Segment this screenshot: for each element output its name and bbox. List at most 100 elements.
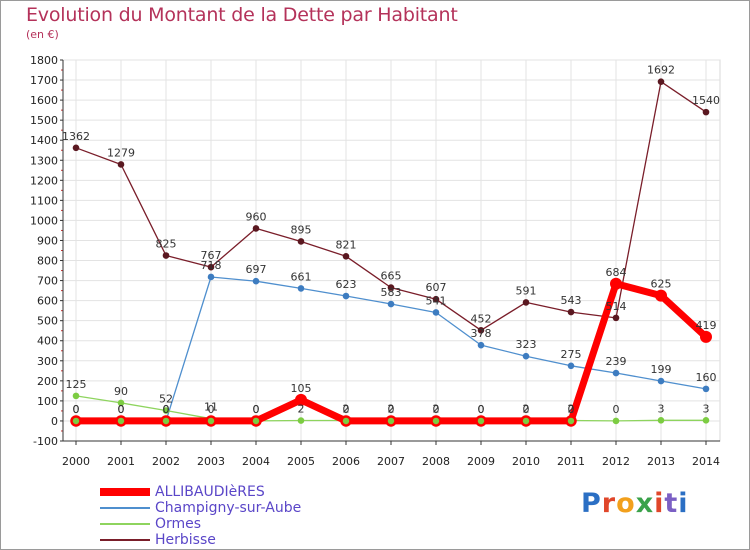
data-point: [70, 415, 82, 427]
data-point: [700, 330, 712, 343]
data-label: 2: [523, 403, 530, 416]
data-point: [297, 238, 305, 245]
data-label: 452: [471, 312, 492, 325]
logo-letter: x: [635, 488, 655, 519]
data-label: 378: [471, 327, 492, 340]
data-label: 2: [343, 403, 350, 416]
x-tick-label: 2008: [422, 455, 450, 468]
data-point: [565, 415, 577, 427]
data-label: 125: [66, 378, 87, 391]
y-tick-label: 1000: [30, 214, 58, 227]
data-label: 0: [163, 403, 170, 416]
y-tick-label: 1500: [30, 114, 58, 127]
data-label: 625: [651, 278, 672, 291]
data-label: 0: [433, 403, 440, 416]
data-point: [115, 415, 127, 427]
data-point: [162, 407, 170, 414]
y-tick-label: 1800: [30, 54, 58, 67]
x-tick-label: 2001: [107, 455, 135, 468]
x-tick-label: 2014: [692, 455, 720, 468]
data-label: 0: [523, 403, 530, 416]
data-label: 3: [658, 402, 665, 415]
data-point: [295, 393, 307, 406]
data-label: 1279: [107, 146, 135, 159]
x-tick-label: 2009: [467, 455, 495, 468]
data-label: 697: [246, 263, 267, 276]
y-tick-label: 900: [37, 234, 58, 247]
data-point: [702, 417, 710, 424]
x-tick-label: 2005: [287, 455, 315, 468]
y-tick-label: 200: [37, 375, 58, 388]
proxiti-logo: Proxiti: [581, 488, 689, 519]
data-label: 825: [156, 238, 177, 251]
data-label: 0: [478, 403, 485, 416]
data-point: [162, 252, 170, 259]
data-label: 323: [516, 338, 537, 351]
data-label: 0: [73, 403, 80, 416]
data-label: 583: [381, 286, 402, 299]
data-label: 239: [606, 355, 627, 368]
data-point: [160, 415, 172, 427]
y-tick-label: 100: [37, 395, 58, 408]
data-label: 591: [516, 284, 537, 297]
data-label: 1540: [692, 94, 720, 107]
data-point: [567, 362, 575, 370]
data-label: 0: [343, 403, 350, 416]
chart-subtitle: (en €): [26, 28, 59, 41]
data-point: [205, 415, 217, 427]
y-tick-label: 600: [37, 295, 58, 308]
data-label: 2: [388, 403, 395, 416]
x-tick-label: 2012: [602, 455, 630, 468]
data-point: [612, 369, 620, 377]
data-label: 0: [613, 403, 620, 416]
data-label: 960: [246, 210, 267, 223]
data-point: [477, 341, 485, 349]
legend-item: Herbisse: [100, 532, 216, 548]
logo-letter: t: [664, 488, 679, 519]
x-tick-label: 2011: [557, 455, 585, 468]
logo-letter: i: [654, 488, 665, 519]
data-point: [252, 277, 260, 285]
x-tick-label: 2006: [332, 455, 360, 468]
y-tick-label: 1300: [30, 154, 58, 167]
data-point: [657, 377, 665, 385]
data-point: [432, 295, 440, 303]
logo-letter: i: [678, 488, 689, 519]
data-label: 661: [291, 270, 312, 283]
data-label: 543: [561, 294, 582, 307]
legend-swatch: [100, 523, 150, 525]
legend-item: Ormes: [100, 516, 201, 532]
data-point: [342, 253, 350, 260]
data-point: [207, 273, 215, 281]
data-point: [432, 309, 440, 316]
data-point: [385, 415, 397, 427]
x-tick-label: 2007: [377, 455, 405, 468]
y-tick-label: 1600: [30, 94, 58, 107]
data-label: 0: [253, 403, 260, 416]
data-label: 0: [73, 403, 80, 416]
legend-item: Champigny-sur-Aube: [100, 500, 301, 516]
y-tick-label: 0: [51, 415, 58, 428]
data-label: 607: [426, 281, 447, 294]
data-point: [477, 327, 485, 334]
data-point: [567, 308, 575, 316]
data-point: [250, 415, 262, 427]
y-tick-label: 1400: [30, 134, 58, 147]
data-point: [297, 285, 305, 292]
y-tick-label: 1700: [30, 74, 58, 87]
y-tick-label: 500: [37, 315, 58, 328]
data-label: 0: [568, 403, 575, 416]
data-label: 2: [298, 403, 305, 416]
data-label: 0: [388, 403, 395, 416]
data-label: 0: [163, 403, 170, 416]
data-point: [252, 225, 260, 232]
data-point: [522, 299, 530, 306]
legend-label: Herbisse: [155, 532, 216, 548]
data-point: [297, 417, 305, 424]
data-label: 0: [118, 403, 125, 416]
data-label: 52: [159, 393, 173, 406]
data-label: 2: [568, 403, 575, 416]
data-label: 90: [114, 385, 128, 398]
data-label: 623: [336, 278, 357, 291]
data-point: [657, 78, 665, 85]
